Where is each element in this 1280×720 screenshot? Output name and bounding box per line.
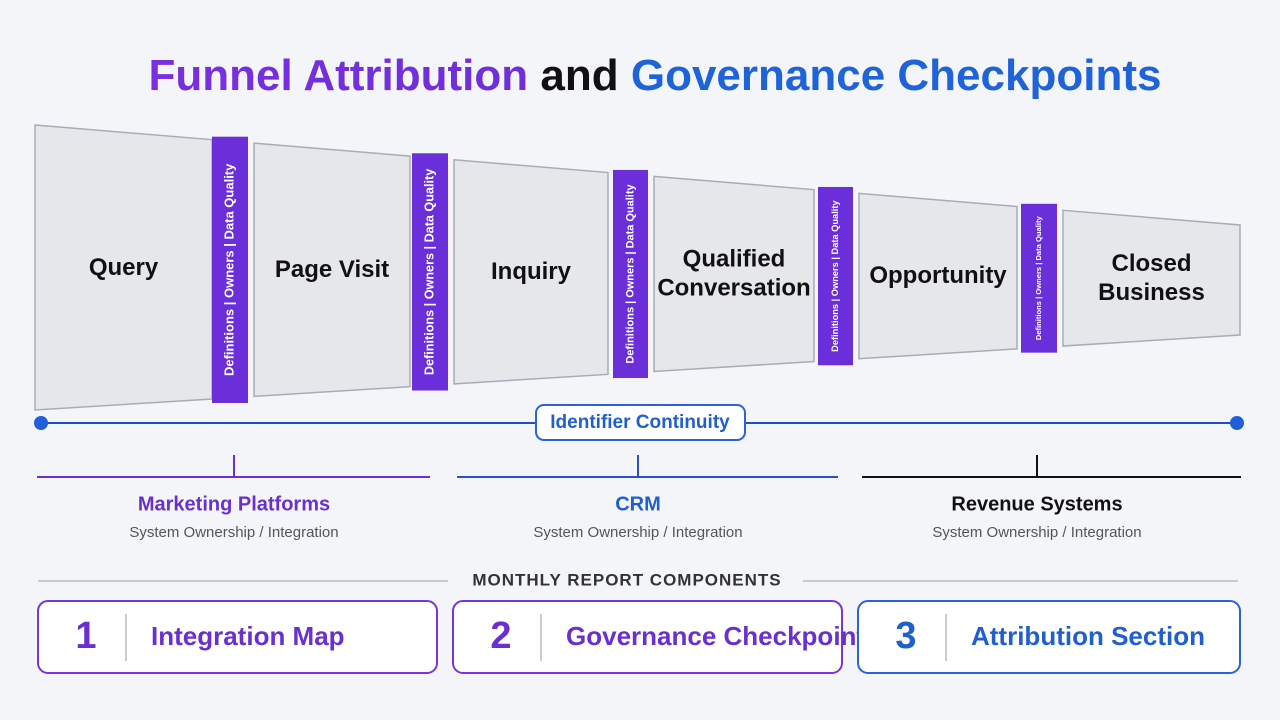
system-subtitle: System Ownership / Integration [129,524,338,541]
stage-label: Page Visit [275,256,389,283]
component-label: Governance Checkpoints [566,621,880,651]
funnel: Query Page Visit Inquiry QualifiedConversat… [34,124,1241,411]
checkpoint-label: Definitions | Owners | Data Quality [830,200,840,352]
continuity-dot [1230,416,1244,430]
systems: Marketing Platforms System Ownership / In… [37,455,1241,541]
title-part: Funnel Attribution [149,51,529,100]
stage-label: Query [89,254,159,281]
title-part: and [540,51,618,100]
checkpoint-bar [818,186,853,366]
checkpoint-bar [1021,203,1057,353]
checkpoint-bar [613,169,648,379]
system-subtitle: System Ownership / Integration [932,524,1141,541]
system-name: Marketing Platforms [138,493,330,515]
stage-label: Conversation [657,275,810,302]
title: Funnel Attribution and Governance Checkp… [149,51,1162,100]
component-box [452,600,843,674]
system-name: CRM [615,493,661,515]
checkpoint-label: Definitions | Owners | Data Quality [221,163,236,376]
components: 1 Integration Map 2 Governance Checkpoints 3… [37,600,1241,674]
checkpoint-bar [212,136,248,403]
stage-shape [653,175,815,373]
title-part: Governance Checkpoints [631,51,1162,100]
component-box [37,600,438,674]
component-box [857,600,1241,674]
component-number: 2 [490,615,511,657]
checkpoint-label: Definitions | Owners | Data Quality [624,183,636,363]
report-heading: MONTHLY REPORT COMPONENTS [472,570,781,589]
stage-shape [253,142,411,398]
component-number: 3 [895,615,916,657]
stage-shape [1062,209,1241,347]
system-subtitle: System Ownership / Integration [533,524,742,541]
stage-shape [453,158,609,385]
checkpoint-bar [412,153,448,391]
stage-label: Opportunity [869,262,1007,289]
component-label: Integration Map [151,621,345,651]
stage-label: Inquiry [491,258,572,285]
stage-label: Qualified [683,246,786,273]
system-name: Revenue Systems [951,493,1122,515]
continuity-box [535,404,746,441]
stage-shape [858,192,1018,360]
checkpoint-label: Definitions | Owners | Data Quality [1034,216,1043,341]
continuity-dot [34,416,48,430]
checkpoint-label: Definitions | Owners | Data Quality [422,169,436,375]
component-label: Attribution Section [971,621,1205,651]
stage-label: Closed [1111,250,1191,277]
stage-label: Business [1098,279,1205,306]
component-number: 1 [75,615,96,657]
continuity-label: Identifier Continuity [550,412,730,433]
